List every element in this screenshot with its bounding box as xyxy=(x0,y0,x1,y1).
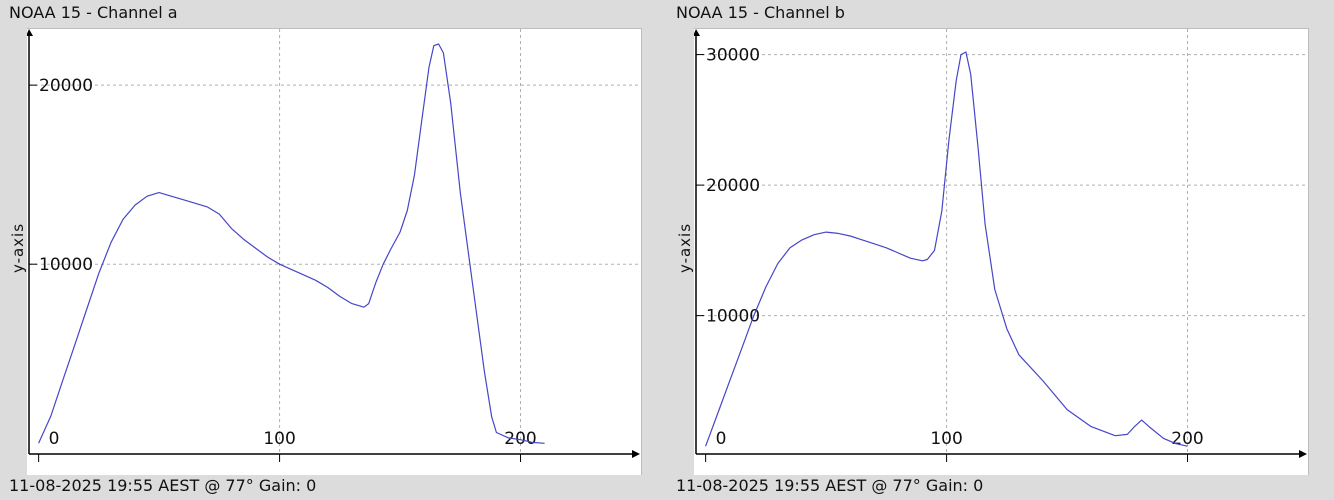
x-axis-arrow xyxy=(632,450,640,458)
y-tick-label: 20000 xyxy=(706,176,760,196)
y-axis-arrow xyxy=(694,29,700,36)
chart-canvas: 0 100 200 10000 20000 xyxy=(27,29,641,462)
y-tick-label: 10000 xyxy=(39,255,93,275)
y-axis-arrow xyxy=(27,29,33,36)
chart-panel-channel-a: NOAA 15 - Channel a 0 100 200 10000 20000 y-… xyxy=(0,0,642,500)
footer-timestamp: 11-08-2025 19:55 AEST @ 77° Gain: 0 xyxy=(676,476,984,495)
chart-title: NOAA 15 - Channel b xyxy=(676,3,845,22)
plot-area: 0 100 200 10000 20000 xyxy=(27,28,642,475)
footer-timestamp: 11-08-2025 19:55 AEST @ 77° Gain: 0 xyxy=(9,476,317,495)
y-axis-label: y-axis xyxy=(9,222,27,274)
x-tick-label: 200 xyxy=(504,429,536,449)
y-tick-label: 10000 xyxy=(706,307,760,327)
y-tick-label: 30000 xyxy=(706,46,760,66)
series-line xyxy=(705,51,1188,447)
chart-panel-channel-b: NOAA 15 - Channel b 0 100 200 10000 20000 300… xyxy=(667,0,1309,500)
series-line xyxy=(38,43,545,444)
x-tick-label: 100 xyxy=(930,429,962,449)
plot-area: 0 100 200 10000 20000 30000 xyxy=(694,28,1309,475)
x-tick-label: 100 xyxy=(263,429,295,449)
y-axis-label: y-axis xyxy=(676,222,694,274)
chart-title: NOAA 15 - Channel a xyxy=(9,3,178,22)
y-tick-label: 20000 xyxy=(39,76,93,96)
x-tick-label: 0 xyxy=(49,429,60,449)
x-axis-arrow xyxy=(1299,450,1307,458)
x-tick-label: 0 xyxy=(716,429,727,449)
